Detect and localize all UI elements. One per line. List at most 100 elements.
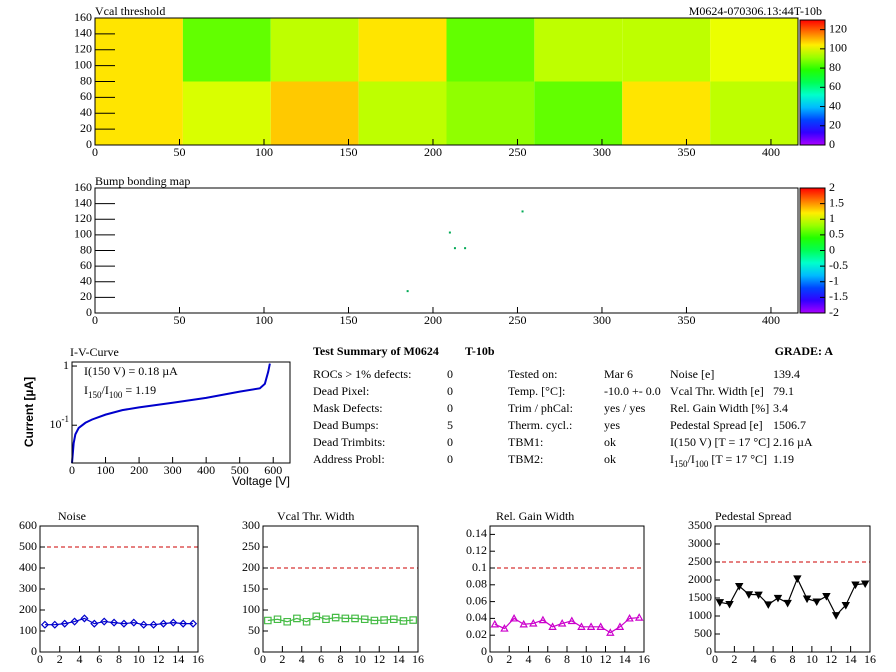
data-marker	[557, 619, 567, 627]
y-tick-label: 2500	[688, 554, 712, 568]
iv-annotation-part: = 1.19	[122, 383, 156, 397]
data-marker	[399, 617, 408, 625]
data-marker	[273, 615, 282, 624]
y-tick-label: 120	[74, 211, 92, 225]
x-tick-label: 0	[487, 652, 493, 666]
z-tick-label: -2	[829, 305, 839, 319]
x-tick-label: 100	[255, 145, 273, 159]
summary-label: ROCs > 1% defects:	[313, 367, 411, 381]
x-tick-label: 10	[580, 652, 592, 666]
x-tick-label: 100	[97, 463, 115, 477]
summary-label: Tested on:	[508, 367, 557, 381]
chart-title: Rel. Gain Width	[496, 509, 574, 523]
x-tick-label: 150	[339, 313, 357, 327]
x-tick-label: 2	[731, 652, 737, 666]
summary-label: Noise [e]	[670, 367, 714, 381]
summary-value: ok	[604, 452, 616, 466]
chart-title: Bump bonding map	[95, 174, 190, 188]
y-tick-label: 40	[80, 105, 92, 119]
z-tick-label: 80	[829, 60, 841, 74]
data-marker	[341, 614, 350, 623]
y-tick-label: 100	[74, 227, 92, 241]
y-tick-label: 0.08	[466, 577, 487, 591]
x-tick-label: 4	[751, 652, 757, 666]
data-line	[494, 616, 640, 634]
data-marker	[264, 616, 272, 625]
data-marker	[169, 618, 178, 627]
heat-cell	[270, 18, 359, 82]
heat-cell	[182, 81, 271, 145]
summary-label: Temp. [°C]:	[508, 384, 565, 398]
x-tick-label: 350	[677, 313, 695, 327]
data-marker	[351, 614, 359, 623]
x-tick-label: 200	[130, 463, 148, 477]
y-tick-label: 0	[254, 644, 260, 658]
x-tick-label: 0	[37, 652, 43, 666]
data-marker	[519, 619, 528, 628]
y-tick-label: 10-1	[50, 414, 70, 431]
y-tick-label: 150	[242, 581, 260, 595]
summary-label: Pedestal Spread [e]	[670, 418, 763, 432]
summary-label: I150/I100 [T = 17 °C]	[670, 452, 767, 469]
y-tick-label: 140	[74, 26, 92, 40]
z-tick-label: 120	[829, 21, 847, 35]
data-marker	[409, 616, 417, 624]
x-tick-label: 6	[318, 652, 324, 666]
x-tick-label: 250	[508, 313, 526, 327]
summary-value: 139.4	[773, 367, 800, 381]
data-marker	[812, 598, 821, 607]
x-tick-label: 600	[264, 463, 282, 477]
x-tick-label: 50	[173, 145, 185, 159]
x-axis-label: Voltage [V]	[232, 474, 290, 488]
x-tick-label: 200	[424, 313, 442, 327]
data-marker	[606, 628, 615, 636]
x-tick-label: 0	[712, 652, 718, 666]
x-tick-label: 300	[593, 313, 611, 327]
summary-label-part: /I	[688, 452, 695, 466]
x-tick-label: 8	[790, 652, 796, 666]
summary-label-part: [T = 17 °C]	[708, 452, 767, 466]
y-tick-label: 80	[80, 73, 92, 87]
summary-value: 3.4	[773, 401, 788, 415]
y-tick-label: 0	[706, 644, 712, 658]
iv-annotation: I150/I100 = 1.19	[84, 383, 156, 400]
summary-value: 1506.7	[773, 418, 806, 432]
data-marker	[139, 620, 148, 629]
data-marker	[389, 615, 398, 624]
data-marker	[149, 620, 158, 629]
summary-label: TBM1:	[508, 435, 543, 449]
x-tick-label: 0	[260, 652, 266, 666]
data-marker	[189, 619, 198, 628]
x-tick-label: 14	[845, 652, 857, 666]
summary-value: 5	[447, 418, 453, 432]
y-tick-label: 100	[19, 623, 37, 637]
x-tick-label: 400	[762, 145, 780, 159]
data-marker	[100, 617, 109, 626]
x-tick-label: 14	[172, 652, 184, 666]
y-tick-label: 600	[19, 518, 37, 532]
x-tick-label: 4	[299, 652, 305, 666]
y-tick-label: 400	[19, 560, 37, 574]
heat-cell	[534, 81, 623, 145]
summary-value: 2.16 µA	[773, 435, 813, 449]
y-tick-label: 0.04	[466, 610, 487, 624]
data-marker	[822, 593, 831, 601]
y-tick-label: 0	[481, 644, 487, 658]
z-tick-label: 0	[829, 137, 835, 151]
y-tick-label: 0	[86, 137, 92, 151]
data-line	[71, 363, 271, 464]
summary-label: Dead Trimbits:	[313, 435, 385, 449]
y-tick-label-part: -1	[62, 414, 70, 424]
z-tick-label: -0.5	[829, 258, 848, 272]
z-tick-label: 20	[829, 118, 841, 132]
data-marker	[802, 595, 812, 604]
data-line	[44, 617, 194, 626]
summary-value: yes	[604, 418, 620, 432]
data-marker	[734, 582, 744, 591]
heat-cell	[710, 18, 798, 82]
data-marker	[754, 591, 763, 600]
bump-point	[448, 231, 451, 234]
data-line	[267, 615, 414, 623]
chart-title: Vcal Thr. Width	[277, 509, 354, 523]
